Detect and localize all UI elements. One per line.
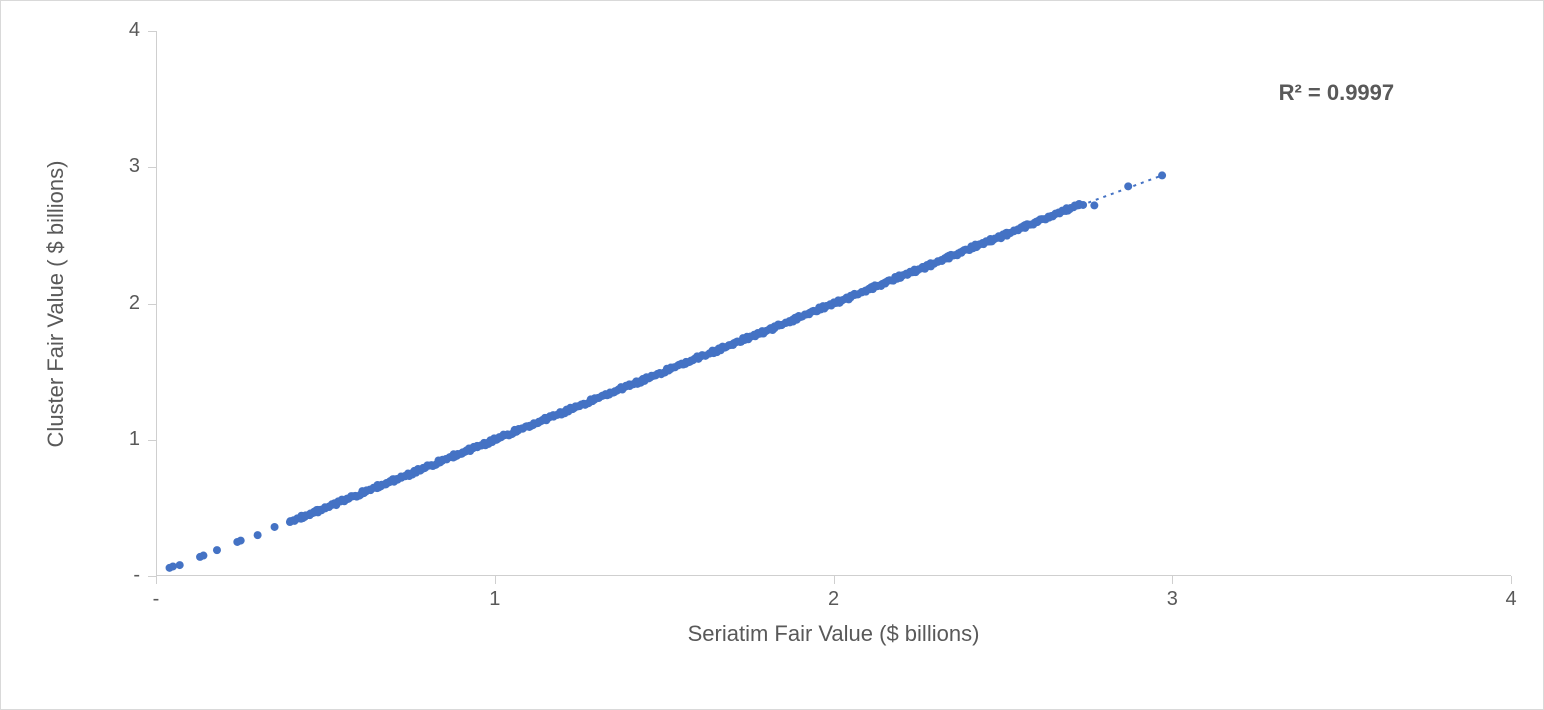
y-tick-label: 4 [100, 19, 140, 42]
x-tick-mark [156, 576, 157, 584]
r-squared-text: R² = 0.9997 [1279, 80, 1395, 105]
y-tick-mark [148, 304, 156, 305]
x-tick-mark [1172, 576, 1173, 584]
scatter-svg [156, 31, 1511, 576]
y-tick-mark [148, 440, 156, 441]
scatter-chart: R² = 0.9997 Seriatim Fair Value ($ billi… [0, 0, 1544, 710]
x-tick-label: 2 [809, 588, 859, 611]
y-tick-mark [148, 576, 156, 577]
x-tick-label: 1 [470, 588, 520, 611]
y-tick-mark [148, 167, 156, 168]
x-tick-label: - [131, 588, 181, 611]
x-tick-label: 3 [1147, 588, 1197, 611]
y-tick-label: - [100, 564, 140, 587]
x-tick-mark [834, 576, 835, 584]
plot-area [156, 31, 1511, 576]
y-tick-label: 2 [100, 292, 140, 315]
x-tick-label: 4 [1486, 588, 1536, 611]
y-tick-label: 3 [100, 155, 140, 178]
x-axis-title: Seriatim Fair Value ($ billions) [688, 621, 980, 647]
r-squared-annotation: R² = 0.9997 [1279, 80, 1395, 106]
y-axis-title: Cluster Fair Value ( $ billions) [43, 160, 69, 447]
y-tick-mark [148, 31, 156, 32]
x-tick-mark [1511, 576, 1512, 584]
x-tick-mark [495, 576, 496, 584]
y-tick-label: 1 [100, 428, 140, 451]
